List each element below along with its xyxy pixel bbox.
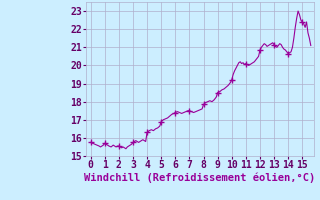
X-axis label: Windchill (Refroidissement éolien,°C): Windchill (Refroidissement éolien,°C) [84,173,316,183]
